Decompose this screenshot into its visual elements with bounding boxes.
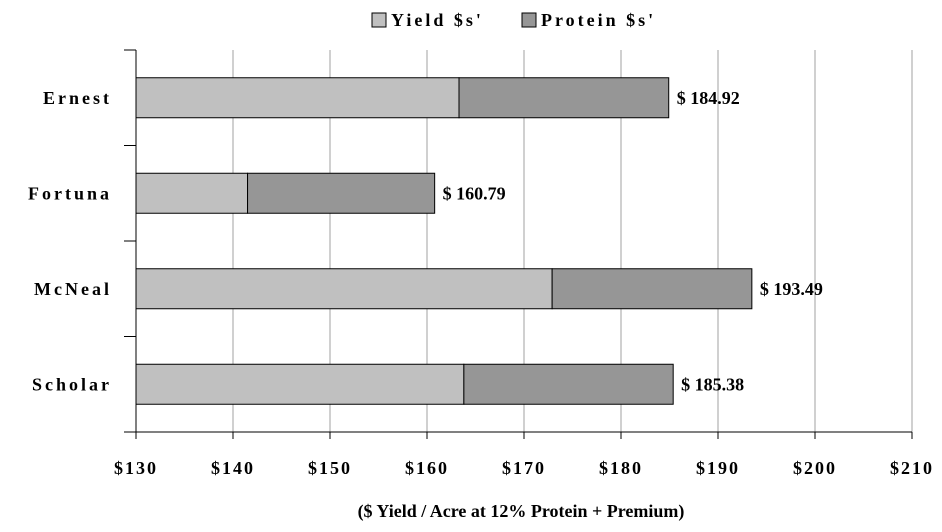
x-tick-label: $200 xyxy=(793,458,837,478)
data-label: $ 185.38 xyxy=(681,374,744,394)
legend: Yield $s' Protein $s' xyxy=(371,10,656,30)
x-tick-label: $170 xyxy=(502,458,546,478)
bar-segment-yield xyxy=(135,172,249,214)
category-label: McNeal xyxy=(34,279,112,299)
x-tick-label: $160 xyxy=(405,458,449,478)
bar-segment-protein xyxy=(458,77,670,119)
data-label: $ 184.92 xyxy=(677,88,740,108)
axes: $130 $140 $150 $160 $170 $180 $190 $200 $210 xyxy=(114,49,934,478)
bar-segment-yield xyxy=(135,268,553,310)
legend-swatch-yield xyxy=(371,12,387,28)
category-label: Fortuna xyxy=(28,183,112,203)
bar-segment-protein xyxy=(463,363,674,405)
bar-segment-protein xyxy=(551,268,753,310)
legend-label-protein: Protein $s' xyxy=(541,10,656,30)
x-tick-label: $140 xyxy=(211,458,255,478)
legend-swatch-protein xyxy=(521,12,537,28)
bar-segment-yield xyxy=(135,363,465,405)
data-label: $ 193.49 xyxy=(760,279,823,299)
bars xyxy=(135,77,753,405)
legend-label-yield: Yield $s' xyxy=(391,10,484,30)
labels: Ernest $ 184.92 Fortuna $ 160.79 McNeal $ 193… xyxy=(28,88,823,395)
x-tick-label: $190 xyxy=(696,458,740,478)
bar-segment-yield xyxy=(135,77,460,119)
x-tick-label: $130 xyxy=(114,458,158,478)
x-tick-label: $210 xyxy=(890,458,934,478)
data-label: $ 160.79 xyxy=(443,183,506,203)
x-axis-title: ($ Yield / Acre at 12% Protein + Premium… xyxy=(358,501,685,522)
x-tick-label: $180 xyxy=(599,458,643,478)
category-label: Ernest xyxy=(43,88,112,108)
category-label: Scholar xyxy=(32,374,112,394)
x-tick-label: $150 xyxy=(308,458,352,478)
bar-segment-protein xyxy=(247,172,436,214)
